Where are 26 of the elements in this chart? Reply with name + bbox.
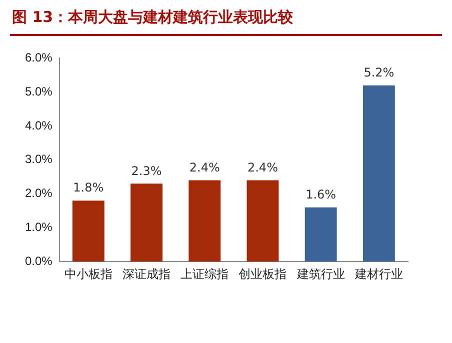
data-label: 1.8%	[73, 180, 104, 195]
bar	[246, 180, 279, 262]
x-tick-label: 创业板指	[238, 266, 287, 281]
bar	[362, 85, 395, 262]
x-tick-label: 建材行业	[354, 266, 403, 281]
y-tick-label: 6.0%	[24, 50, 53, 65]
y-tick-label: 5.0%	[24, 84, 53, 98]
data-label: 2.4%	[189, 160, 220, 174]
bar	[72, 200, 104, 262]
y-tick-label: 2.0%	[24, 186, 53, 200]
data-label: 5.2%	[364, 65, 394, 80]
x-tick-label: 中小板指	[64, 266, 112, 281]
x-tick-label: 上证综指	[180, 266, 229, 281]
bar	[130, 184, 162, 262]
data-label: 2.4%	[247, 160, 278, 174]
chart-title: 图 13：本周大盘与建材建筑行业表现比较	[12, 8, 294, 27]
y-tick-label: 0.0%	[24, 254, 53, 268]
bar	[304, 207, 337, 262]
data-label: 1.6%	[306, 187, 336, 202]
y-tick-label: 3.0%	[24, 152, 53, 166]
data-label: 2.3%	[131, 164, 162, 178]
x-tick-label: 深证成指	[122, 266, 171, 281]
y-tick-label: 4.0%	[24, 118, 53, 132]
y-tick-label: 1.0%	[24, 220, 53, 234]
x-tick-label: 建筑行业	[296, 266, 345, 281]
bar	[188, 180, 221, 262]
